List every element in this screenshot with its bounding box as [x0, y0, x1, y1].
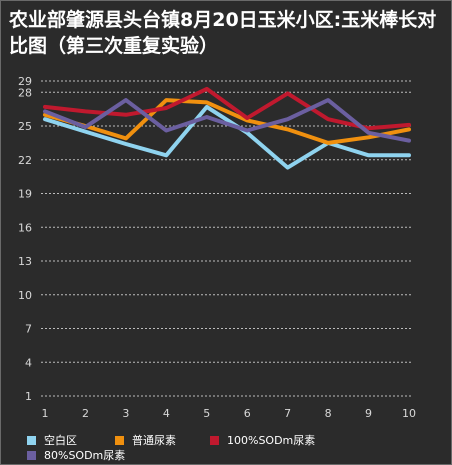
y-tick-label: 1: [25, 390, 32, 403]
legend-label: 空白区: [44, 434, 77, 447]
x-tick-label: 8: [325, 407, 332, 420]
x-tick-label: 7: [284, 407, 291, 420]
series-line-2: [43, 98, 411, 145]
grid-lines: [41, 80, 413, 397]
y-tick-label: 19: [18, 188, 32, 201]
y-tick-label: 22: [18, 154, 32, 167]
y-tick-label: 13: [18, 255, 32, 268]
legend-label: 100%SODm尿素: [227, 434, 316, 447]
legend-label: 普通尿素: [132, 434, 176, 447]
x-tick-label: 2: [82, 407, 89, 420]
x-tick-label: 5: [203, 407, 210, 420]
legend-item: 100%SODm尿素: [210, 432, 315, 448]
x-tick-label: 3: [122, 407, 129, 420]
chart-title: 农业部肇源县头台镇8月20日玉米小区:玉米棒长对比图（第三次重复实验）: [9, 9, 437, 57]
legend-item: 80%SODm尿素: [27, 447, 125, 463]
y-tick-label: 4: [25, 356, 32, 369]
x-tick-label: 6: [244, 407, 251, 420]
series-line-1: [43, 104, 411, 170]
y-tick-label: 29: [18, 75, 32, 88]
legend-swatch: [210, 435, 219, 445]
y-tick-label: 25: [18, 120, 32, 133]
legend: 空白区 普通尿素 100%SODm尿素 80%SODm尿素: [27, 432, 447, 462]
series-line-4: [43, 98, 411, 143]
y-tick-label: 10: [18, 289, 32, 302]
legend-swatch: [115, 435, 124, 445]
x-tick-label: 4: [163, 407, 170, 420]
y-tick-label: 16: [18, 221, 32, 234]
legend-label: 80%SODm尿素: [44, 449, 126, 462]
legend-item: 普通尿素: [115, 432, 176, 448]
y-tick-label: 7: [25, 323, 32, 336]
y-tick-label: 28: [18, 86, 32, 99]
legend-swatch: [27, 450, 36, 460]
legend-swatch: [27, 435, 36, 445]
series-lines: [43, 86, 411, 170]
x-tick-label: 1: [42, 407, 49, 420]
legend-item: 空白区: [27, 432, 77, 448]
x-tick-label: 10: [402, 407, 416, 420]
x-tick-label: 9: [365, 407, 372, 420]
